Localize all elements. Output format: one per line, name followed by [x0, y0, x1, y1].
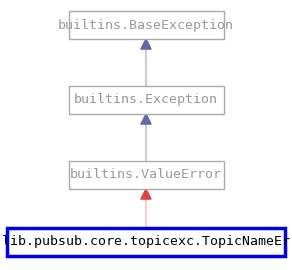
Text: builtins.BaseException: builtins.BaseException [58, 19, 234, 32]
Text: builtins.ValueError: builtins.ValueError [70, 168, 222, 181]
Bar [69, 11, 223, 39]
Text: builtins.Exception: builtins.Exception [74, 93, 218, 106]
Bar [7, 228, 285, 256]
Polygon shape [141, 189, 151, 199]
Bar [69, 161, 223, 189]
Bar [69, 86, 223, 114]
Text: wx.lib.pubsub.core.topicexc.TopicNameError: wx.lib.pubsub.core.topicexc.TopicNameErr… [0, 235, 292, 248]
Polygon shape [141, 39, 151, 49]
Polygon shape [141, 114, 151, 124]
